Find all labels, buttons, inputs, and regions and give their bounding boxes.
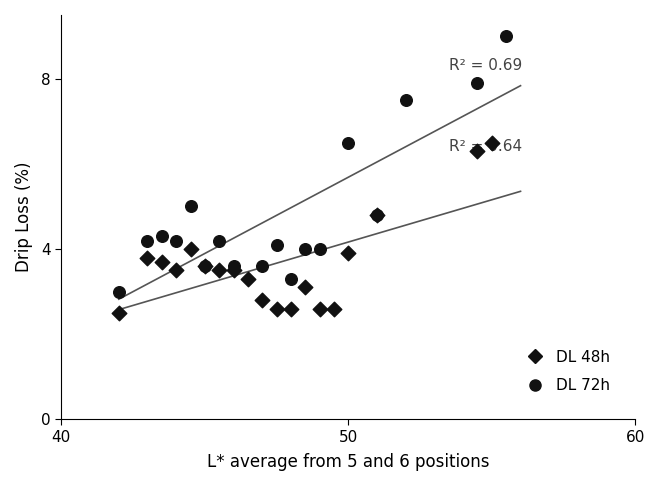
Point — [372, 211, 382, 219]
Point — [114, 309, 124, 317]
Point — [257, 262, 267, 270]
Point — [329, 305, 339, 312]
Point — [171, 237, 182, 244]
Point — [214, 266, 224, 274]
Point — [228, 266, 239, 274]
Point — [314, 245, 325, 253]
Point — [343, 139, 354, 147]
Point — [199, 262, 210, 270]
Point — [271, 305, 282, 312]
Point — [314, 305, 325, 312]
Point — [372, 211, 382, 219]
Text: R² = 0.69: R² = 0.69 — [449, 58, 522, 73]
Point — [185, 203, 196, 210]
Point — [156, 232, 167, 240]
Point — [486, 139, 497, 147]
Point — [228, 262, 239, 270]
Y-axis label: Drip Loss (%): Drip Loss (%) — [15, 162, 33, 272]
Point — [257, 296, 267, 304]
Point — [114, 288, 124, 295]
Point — [271, 241, 282, 249]
Point — [243, 275, 253, 283]
Point — [472, 147, 482, 155]
Point — [501, 33, 512, 40]
Point — [185, 245, 196, 253]
Point — [300, 283, 311, 291]
Point — [214, 237, 224, 244]
X-axis label: L* average from 5 and 6 positions: L* average from 5 and 6 positions — [207, 453, 490, 471]
Point — [286, 305, 296, 312]
Point — [286, 275, 296, 283]
Text: R² = 0.64: R² = 0.64 — [449, 139, 522, 154]
Point — [142, 237, 152, 244]
Point — [171, 266, 182, 274]
Point — [142, 254, 152, 261]
Point — [401, 96, 411, 104]
Point — [199, 262, 210, 270]
Legend: DL 48h, DL 72h: DL 48h, DL 72h — [513, 344, 616, 399]
Point — [300, 245, 311, 253]
Point — [156, 258, 167, 266]
Point — [343, 249, 354, 257]
Point — [472, 79, 482, 87]
